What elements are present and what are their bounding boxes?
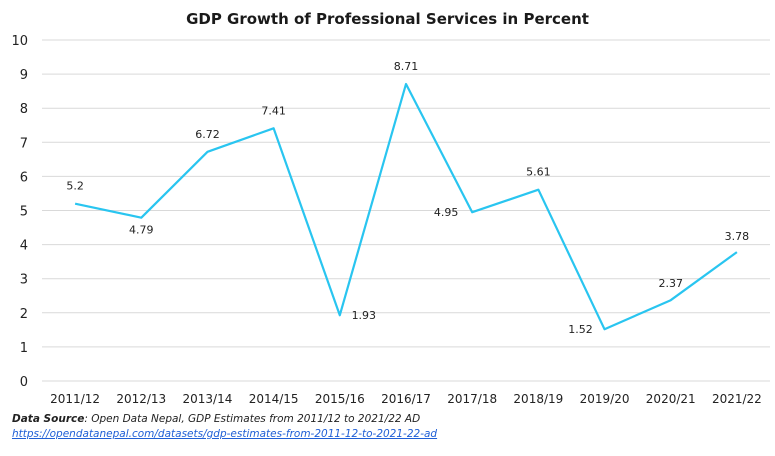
data-label: 5.61 [526, 166, 551, 179]
x-tick-label: 2017/18 [447, 392, 497, 406]
data-source-label: Data Source [12, 413, 85, 425]
data-source-note: Data Source: Open Data Nepal, GDP Estima… [12, 413, 420, 425]
series-line-layer [74, 82, 738, 331]
y-tick-label: 10 [11, 34, 28, 49]
y-axis-ticks: 0 1 2 3 4 5 6 7 8 9 10 [11, 34, 28, 390]
y-tick-label: 1 [20, 341, 28, 356]
chart-title: GDP Growth of Professional Services in P… [186, 10, 589, 28]
line-chart: 0 1 2 3 4 5 6 7 8 9 10 2011/12 2012/13 2013/14 2014/1… [11, 34, 770, 406]
y-tick-label: 2 [20, 307, 28, 322]
y-tick-label: 3 [20, 273, 28, 288]
data-label: 4.95 [434, 206, 459, 219]
data-label: 5.2 [66, 180, 84, 193]
x-tick-label: 2020/21 [646, 392, 696, 406]
y-tick-label: 0 [20, 375, 28, 390]
data-label: 4.79 [129, 224, 154, 237]
x-tick-label: 2012/13 [116, 392, 166, 406]
data-label: 8.71 [394, 60, 419, 73]
data-label: 1.52 [568, 323, 593, 336]
y-tick-label: 8 [20, 102, 28, 117]
x-tick-label: 2016/17 [381, 392, 431, 406]
series-line [74, 82, 738, 331]
data-label-layer: 5.2 4.79 6.72 7.41 1.93 8.71 4.95 5.61 1.52 2.37 3… [66, 60, 749, 336]
x-tick-label: 2021/22 [712, 392, 762, 406]
x-tick-label: 2018/19 [513, 392, 563, 406]
data-label: 6.72 [195, 128, 220, 141]
x-axis-ticks: 2011/12 2012/13 2013/14 2014/15 2015/16 2016/… [50, 392, 762, 406]
data-source-link[interactable]: https://opendatanepal.com/datasets/gdp-e… [12, 428, 438, 440]
y-tick-label: 4 [20, 239, 28, 254]
data-source-text: : Open Data Nepal, GDP Estimates from 20… [84, 413, 421, 425]
data-label: 3.78 [725, 230, 750, 243]
gridlines [42, 39, 770, 382]
data-label: 1.93 [352, 309, 377, 322]
y-tick-label: 6 [20, 170, 28, 185]
x-tick-label: 2019/20 [580, 392, 630, 406]
y-tick-label: 7 [20, 136, 28, 151]
data-label: 2.37 [658, 277, 683, 290]
y-tick-label: 5 [20, 205, 28, 220]
x-tick-label: 2015/16 [315, 392, 365, 406]
data-label: 7.41 [261, 104, 286, 117]
y-tick-label: 9 [20, 68, 28, 83]
x-tick-label: 2014/15 [249, 392, 299, 406]
x-tick-label: 2011/12 [50, 392, 100, 406]
x-tick-label: 2013/14 [183, 392, 233, 406]
